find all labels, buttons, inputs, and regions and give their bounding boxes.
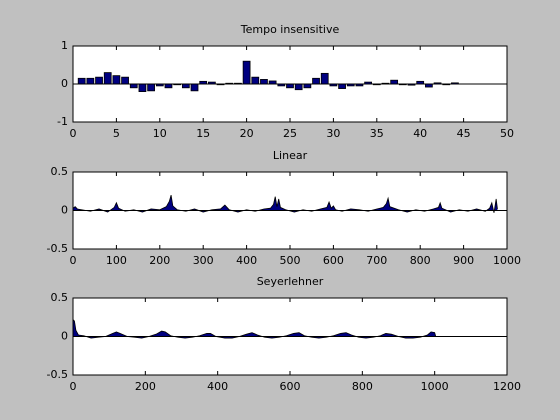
y-tick-label: -1: [57, 115, 68, 128]
bar: [181, 83, 190, 89]
x-tick-label: 1200: [493, 380, 521, 393]
bar: [103, 72, 112, 85]
y-tick-label: 0: [61, 204, 68, 217]
bar: [294, 83, 303, 91]
area: [73, 319, 436, 339]
x-tick-label: 45: [457, 127, 471, 140]
bar: [320, 72, 329, 85]
y-tick-label: 0: [61, 77, 68, 90]
x-tick-label: 200: [135, 380, 156, 393]
bar: [129, 83, 138, 89]
x-tick-label: 20: [240, 127, 254, 140]
y-tick-label: 0.5: [51, 291, 69, 304]
x-tick-label: 600: [323, 254, 344, 267]
x-tick-label: 35: [370, 127, 384, 140]
bar: [86, 77, 95, 85]
x-tick-label: 600: [280, 380, 301, 393]
x-tick-label: 5: [113, 127, 120, 140]
x-tick-label: 400: [207, 380, 228, 393]
x-tick-label: 10: [153, 127, 167, 140]
area-edge: [72, 194, 498, 213]
axes-box: [72, 297, 508, 376]
bar: [138, 83, 147, 92]
x-tick-label: 0: [70, 380, 77, 393]
x-tick-label: 1000: [493, 254, 521, 267]
area-edge: [72, 319, 437, 339]
x-tick-label: 700: [366, 254, 387, 267]
bar: [242, 60, 251, 85]
x-tick-label: 40: [413, 127, 427, 140]
chart-title: Seyerlehner: [257, 275, 324, 288]
y-tick-label: -0.5: [47, 242, 68, 255]
x-tick-label: 50: [500, 127, 514, 140]
bar: [121, 76, 129, 85]
x-tick-label: 0: [70, 127, 77, 140]
x-tick-label: 500: [280, 254, 301, 267]
x-tick-label: 800: [410, 254, 431, 267]
axes-box: [72, 171, 508, 250]
bar: [95, 76, 103, 85]
x-tick-label: 30: [326, 127, 340, 140]
bar: [112, 75, 121, 85]
bar: [312, 77, 320, 85]
bar: [190, 83, 199, 92]
chart-title: Linear: [273, 149, 308, 162]
y-tick-label: -0.5: [47, 368, 68, 381]
y-tick-label: 0: [61, 330, 68, 343]
x-tick-label: 400: [236, 254, 257, 267]
x-tick-label: 900: [453, 254, 474, 267]
bar: [164, 83, 173, 89]
x-tick-label: 0: [70, 254, 77, 267]
x-tick-label: 300: [193, 254, 214, 267]
bar: [77, 77, 86, 85]
x-tick-label: 200: [149, 254, 170, 267]
bar: [251, 76, 260, 85]
x-tick-label: 1000: [421, 380, 449, 393]
y-tick-label: 1: [61, 39, 68, 52]
x-tick-label: 100: [106, 254, 127, 267]
bar: [147, 83, 155, 92]
bar: [286, 83, 294, 89]
chart-title: Tempo insensitive: [240, 23, 340, 36]
axes-box: [72, 45, 508, 123]
area: [73, 195, 498, 213]
x-tick-label: 800: [352, 380, 373, 393]
bar: [260, 79, 268, 85]
x-tick-label: 25: [283, 127, 297, 140]
bar: [390, 79, 399, 85]
y-tick-label: 0.5: [51, 165, 69, 178]
bar: [338, 83, 346, 89]
x-tick-label: 15: [196, 127, 210, 140]
bar: [303, 83, 312, 89]
